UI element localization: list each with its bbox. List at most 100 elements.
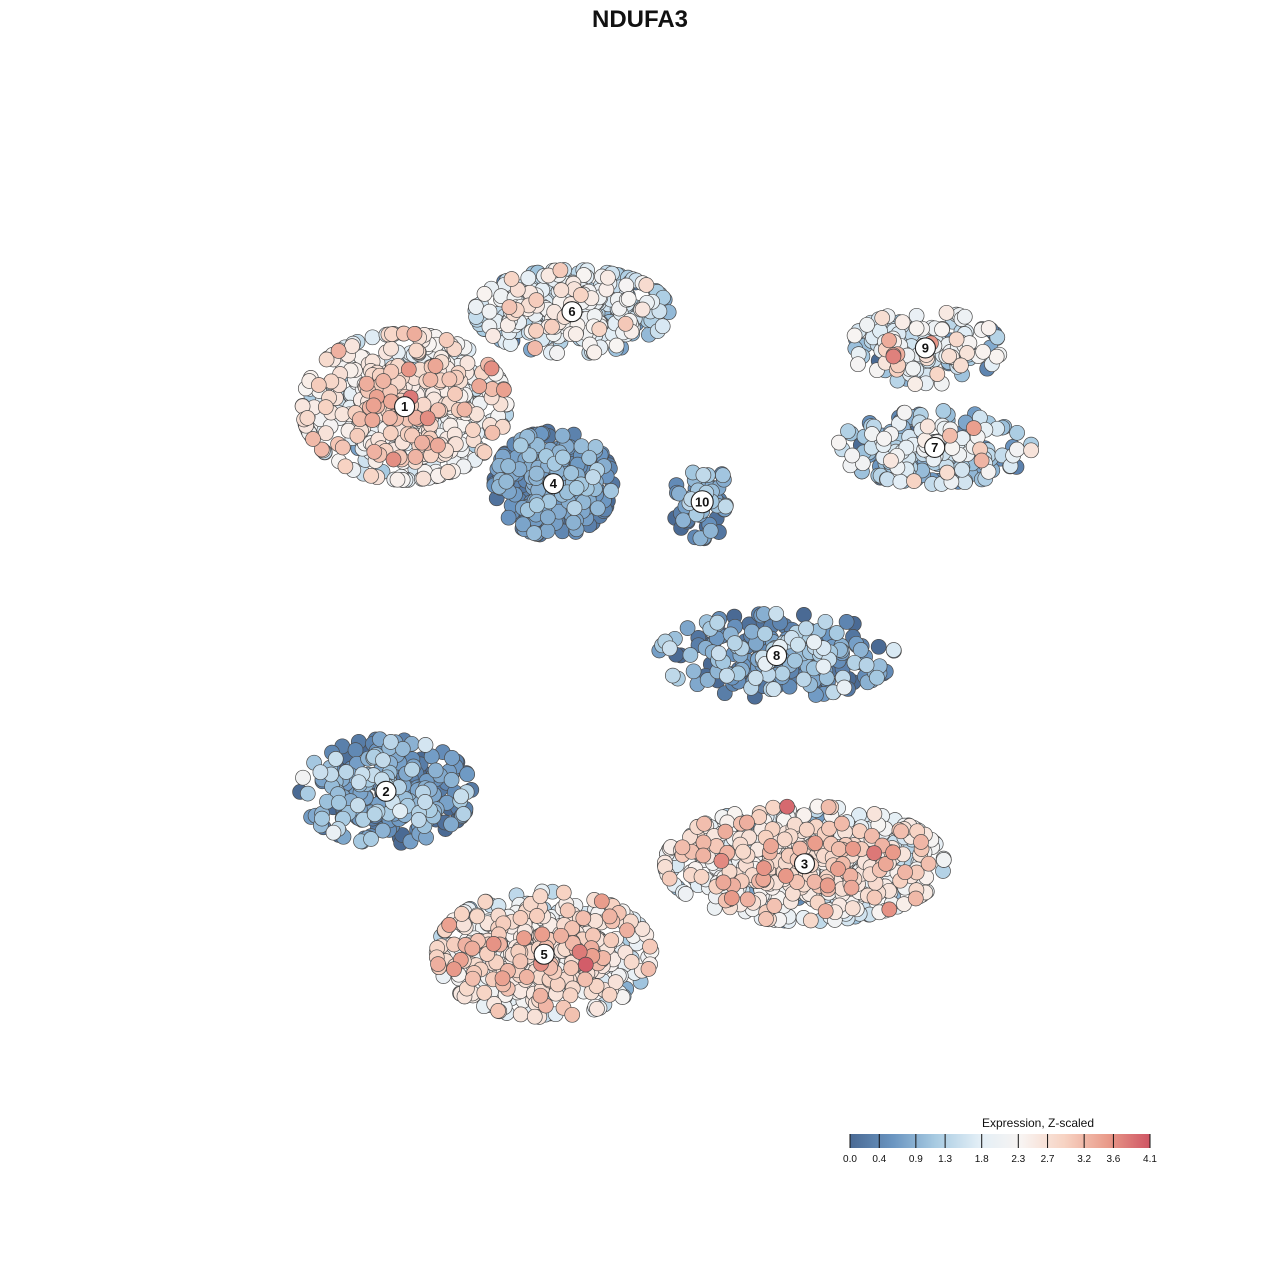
cell-point-cluster-3 bbox=[778, 868, 794, 884]
cell-point-cluster-7 bbox=[973, 452, 990, 469]
cell-point-cluster-5 bbox=[430, 956, 446, 972]
cell-point-cluster-2 bbox=[325, 824, 342, 841]
cell-point-cluster-3 bbox=[758, 911, 774, 927]
cell-point-cluster-3 bbox=[834, 815, 850, 832]
cell-point-cluster-1 bbox=[471, 378, 488, 394]
cell-point-cluster-2 bbox=[404, 761, 420, 778]
cell-point-cluster-6 bbox=[501, 299, 518, 315]
cluster-label-2: 2 bbox=[375, 780, 397, 802]
cell-point-cluster-3 bbox=[696, 815, 712, 832]
cell-point-cluster-6 bbox=[520, 270, 537, 286]
cell-point-cluster-2 bbox=[331, 794, 347, 811]
cell-point-cluster-2 bbox=[299, 785, 316, 802]
cell-point-cluster-6 bbox=[617, 315, 634, 332]
cluster-label-text: 10 bbox=[695, 494, 709, 509]
cell-point-cluster-1 bbox=[496, 381, 512, 398]
cell-point-cluster-6 bbox=[528, 322, 544, 339]
cell-point-cluster-3 bbox=[881, 901, 898, 918]
cell-point-cluster-1 bbox=[334, 439, 351, 456]
cell-point-cluster-8 bbox=[869, 669, 885, 686]
cell-point-cluster-8 bbox=[790, 636, 806, 653]
cell-point-cluster-3 bbox=[897, 864, 913, 881]
cell-point-cluster-5 bbox=[640, 961, 657, 977]
cell-point-cluster-5 bbox=[642, 938, 658, 955]
cell-point-cluster-6 bbox=[591, 321, 608, 337]
cell-point-cluster-3 bbox=[844, 900, 861, 917]
cell-point-cluster-5 bbox=[563, 960, 580, 976]
cell-points bbox=[292, 262, 1039, 1025]
cell-point-cluster-10 bbox=[695, 467, 712, 483]
cell-point-cluster-9 bbox=[894, 314, 911, 331]
cell-point-cluster-3 bbox=[717, 823, 734, 840]
cell-point-cluster-3 bbox=[766, 898, 783, 914]
cell-point-cluster-3 bbox=[756, 860, 772, 876]
cell-point-cluster-7 bbox=[831, 434, 847, 451]
cell-point-cluster-8 bbox=[774, 665, 791, 682]
cell-point-cluster-1 bbox=[305, 431, 321, 447]
cell-point-cluster-7 bbox=[942, 427, 958, 444]
cell-point-cluster-5 bbox=[516, 930, 532, 947]
cell-point-cluster-8 bbox=[710, 645, 727, 662]
cell-point-cluster-3 bbox=[693, 868, 710, 885]
cell-point-cluster-5 bbox=[601, 908, 618, 925]
legend-tick-label: 0.0 bbox=[843, 1154, 857, 1165]
cell-point-cluster-1 bbox=[419, 410, 436, 427]
cell-point-cluster-9 bbox=[881, 332, 897, 349]
cell-point-cluster-3 bbox=[715, 874, 732, 891]
cell-point-cluster-1 bbox=[299, 410, 316, 426]
cell-point-cluster-7 bbox=[1023, 442, 1039, 459]
cell-point-cluster-2 bbox=[453, 788, 469, 805]
cell-point-cluster-9 bbox=[850, 356, 866, 373]
cell-point-cluster-9 bbox=[988, 348, 1005, 365]
cell-point-cluster-5 bbox=[453, 906, 470, 922]
cluster-label-text: 8 bbox=[773, 648, 780, 663]
cluster-label-text: 4 bbox=[550, 476, 558, 491]
cell-point-cluster-1 bbox=[330, 343, 347, 359]
cell-point-cluster-3 bbox=[695, 834, 712, 851]
cluster-label-1: 1 bbox=[394, 396, 416, 418]
cell-point-cluster-8 bbox=[744, 623, 760, 640]
cell-point-cluster-5 bbox=[603, 932, 620, 949]
cell-point-cluster-8 bbox=[885, 642, 902, 658]
cell-point-cluster-3 bbox=[913, 834, 929, 850]
cell-point-cluster-1 bbox=[383, 340, 399, 357]
cell-point-cluster-7 bbox=[939, 464, 956, 481]
cell-point-cluster-4 bbox=[568, 480, 585, 496]
cell-point-cluster-7 bbox=[844, 447, 861, 464]
cell-point-cluster-5 bbox=[494, 970, 511, 987]
cell-point-cluster-9 bbox=[948, 331, 965, 348]
cluster-label-8: 8 bbox=[766, 645, 788, 667]
cell-point-cluster-9 bbox=[874, 310, 891, 326]
cell-point-cluster-7 bbox=[876, 430, 892, 447]
cell-point-cluster-1 bbox=[389, 471, 406, 488]
cell-point-cluster-1 bbox=[441, 371, 458, 388]
cluster-label-9: 9 bbox=[914, 337, 936, 359]
cell-point-cluster-7 bbox=[896, 404, 913, 421]
cell-point-cluster-8 bbox=[806, 634, 822, 651]
cell-point-cluster-3 bbox=[907, 890, 924, 907]
cell-point-cluster-5 bbox=[469, 908, 486, 925]
cell-point-cluster-6 bbox=[638, 277, 655, 293]
cell-point-cluster-8 bbox=[757, 625, 773, 642]
cell-point-cluster-1 bbox=[366, 443, 383, 460]
cell-point-cluster-5 bbox=[601, 986, 618, 1003]
cell-point-cluster-9 bbox=[907, 376, 923, 392]
cell-point-cluster-1 bbox=[337, 458, 354, 475]
cell-point-cluster-8 bbox=[765, 681, 782, 698]
cell-point-cluster-2 bbox=[350, 797, 366, 814]
cell-point-cluster-3 bbox=[765, 799, 782, 816]
cell-point-cluster-5 bbox=[553, 927, 569, 944]
cell-point-cluster-1 bbox=[364, 329, 381, 346]
cell-point-cluster-3 bbox=[763, 838, 779, 854]
cell-point-cluster-7 bbox=[965, 420, 982, 436]
cell-point-cluster-3 bbox=[713, 853, 730, 869]
cell-point-cluster-7 bbox=[935, 403, 952, 419]
cell-point-cluster-3 bbox=[819, 877, 836, 894]
cell-point-cluster-9 bbox=[938, 304, 955, 321]
cell-point-cluster-1 bbox=[484, 424, 501, 441]
cell-point-cluster-9 bbox=[859, 316, 875, 333]
cell-point-cluster-6 bbox=[528, 292, 545, 308]
cluster-label-4: 4 bbox=[542, 473, 564, 495]
cell-point-cluster-6 bbox=[618, 277, 635, 294]
legend-tick-label: 0.9 bbox=[909, 1154, 923, 1165]
